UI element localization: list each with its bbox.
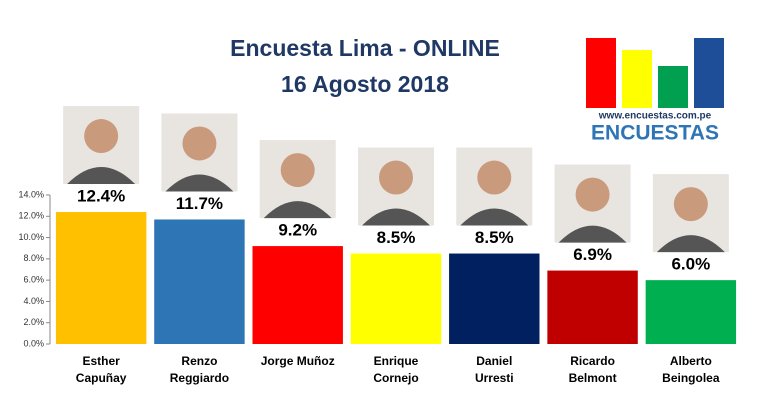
photo-head <box>477 160 512 195</box>
photo-body <box>263 201 332 219</box>
value-label: 9.2% <box>278 221 317 240</box>
x-tick-label: Daniel <box>476 354 512 368</box>
bar <box>55 212 147 344</box>
bar <box>154 219 245 344</box>
photo-body <box>656 235 725 253</box>
x-tick-label: Esther <box>82 354 120 368</box>
photo-head <box>379 160 413 195</box>
value-label: 6.9% <box>573 245 612 264</box>
logo-bar <box>622 50 652 108</box>
value-label: 6.0% <box>671 255 710 274</box>
y-tick-label: 2.0% <box>23 317 44 327</box>
y-tick-label: 10.0% <box>18 232 44 242</box>
x-tick-label: Urresti <box>475 371 514 385</box>
bar <box>645 280 737 344</box>
photo-head <box>84 119 119 154</box>
logo-url: www.encuestas.com.pe <box>598 111 712 122</box>
x-tick-label: Capuñay <box>76 371 127 385</box>
photo-body <box>67 167 136 185</box>
chart-subtitle: 16 Agosto 2018 <box>281 71 449 97</box>
photo-head <box>673 187 708 222</box>
value-label: 12.4% <box>77 187 125 206</box>
logo-bar <box>586 38 616 108</box>
y-tick-label: 4.0% <box>23 296 44 306</box>
photo-head <box>280 153 315 188</box>
x-tick-label: Cornejo <box>373 371 418 385</box>
photo-body <box>165 174 234 192</box>
bar <box>252 246 343 344</box>
y-tick-label: 6.0% <box>23 275 44 285</box>
photo-head <box>182 126 217 161</box>
bar <box>547 270 638 344</box>
bar <box>449 253 540 344</box>
x-tick-label: Ricardo <box>570 354 615 368</box>
logo-bar <box>694 38 724 108</box>
x-tick-label: Renzo <box>181 354 217 368</box>
value-label: 8.5% <box>377 228 416 247</box>
x-tick-label: Jorge Muñoz <box>261 354 335 368</box>
photo-body <box>362 208 430 226</box>
x-tick-label: Reggiardo <box>170 371 229 385</box>
logo-bar <box>658 66 688 108</box>
x-tick-label: Beingolea <box>662 371 720 385</box>
photo-body <box>460 208 529 226</box>
logo: www.encuestas.com.pe ENCUESTAS <box>586 38 724 145</box>
bar <box>350 253 442 344</box>
y-tick-label: 8.0% <box>23 253 44 263</box>
photo-head <box>575 177 610 212</box>
y-tick-label: 12.0% <box>18 211 44 221</box>
y-tick-label: 0.0% <box>23 338 44 348</box>
x-tick-label: Enrique <box>374 354 419 368</box>
x-tick-label: Belmont <box>569 371 617 385</box>
photo-body <box>558 225 627 243</box>
chart-title: Encuesta Lima - ONLINE <box>230 35 500 61</box>
value-label: 11.7% <box>176 194 223 213</box>
logo-name: ENCUESTAS <box>591 122 719 145</box>
photos <box>63 106 729 253</box>
y-tick-label: 14.0% <box>18 189 44 199</box>
value-label: 8.5% <box>475 228 514 247</box>
x-tick-label: Alberto <box>670 354 712 368</box>
